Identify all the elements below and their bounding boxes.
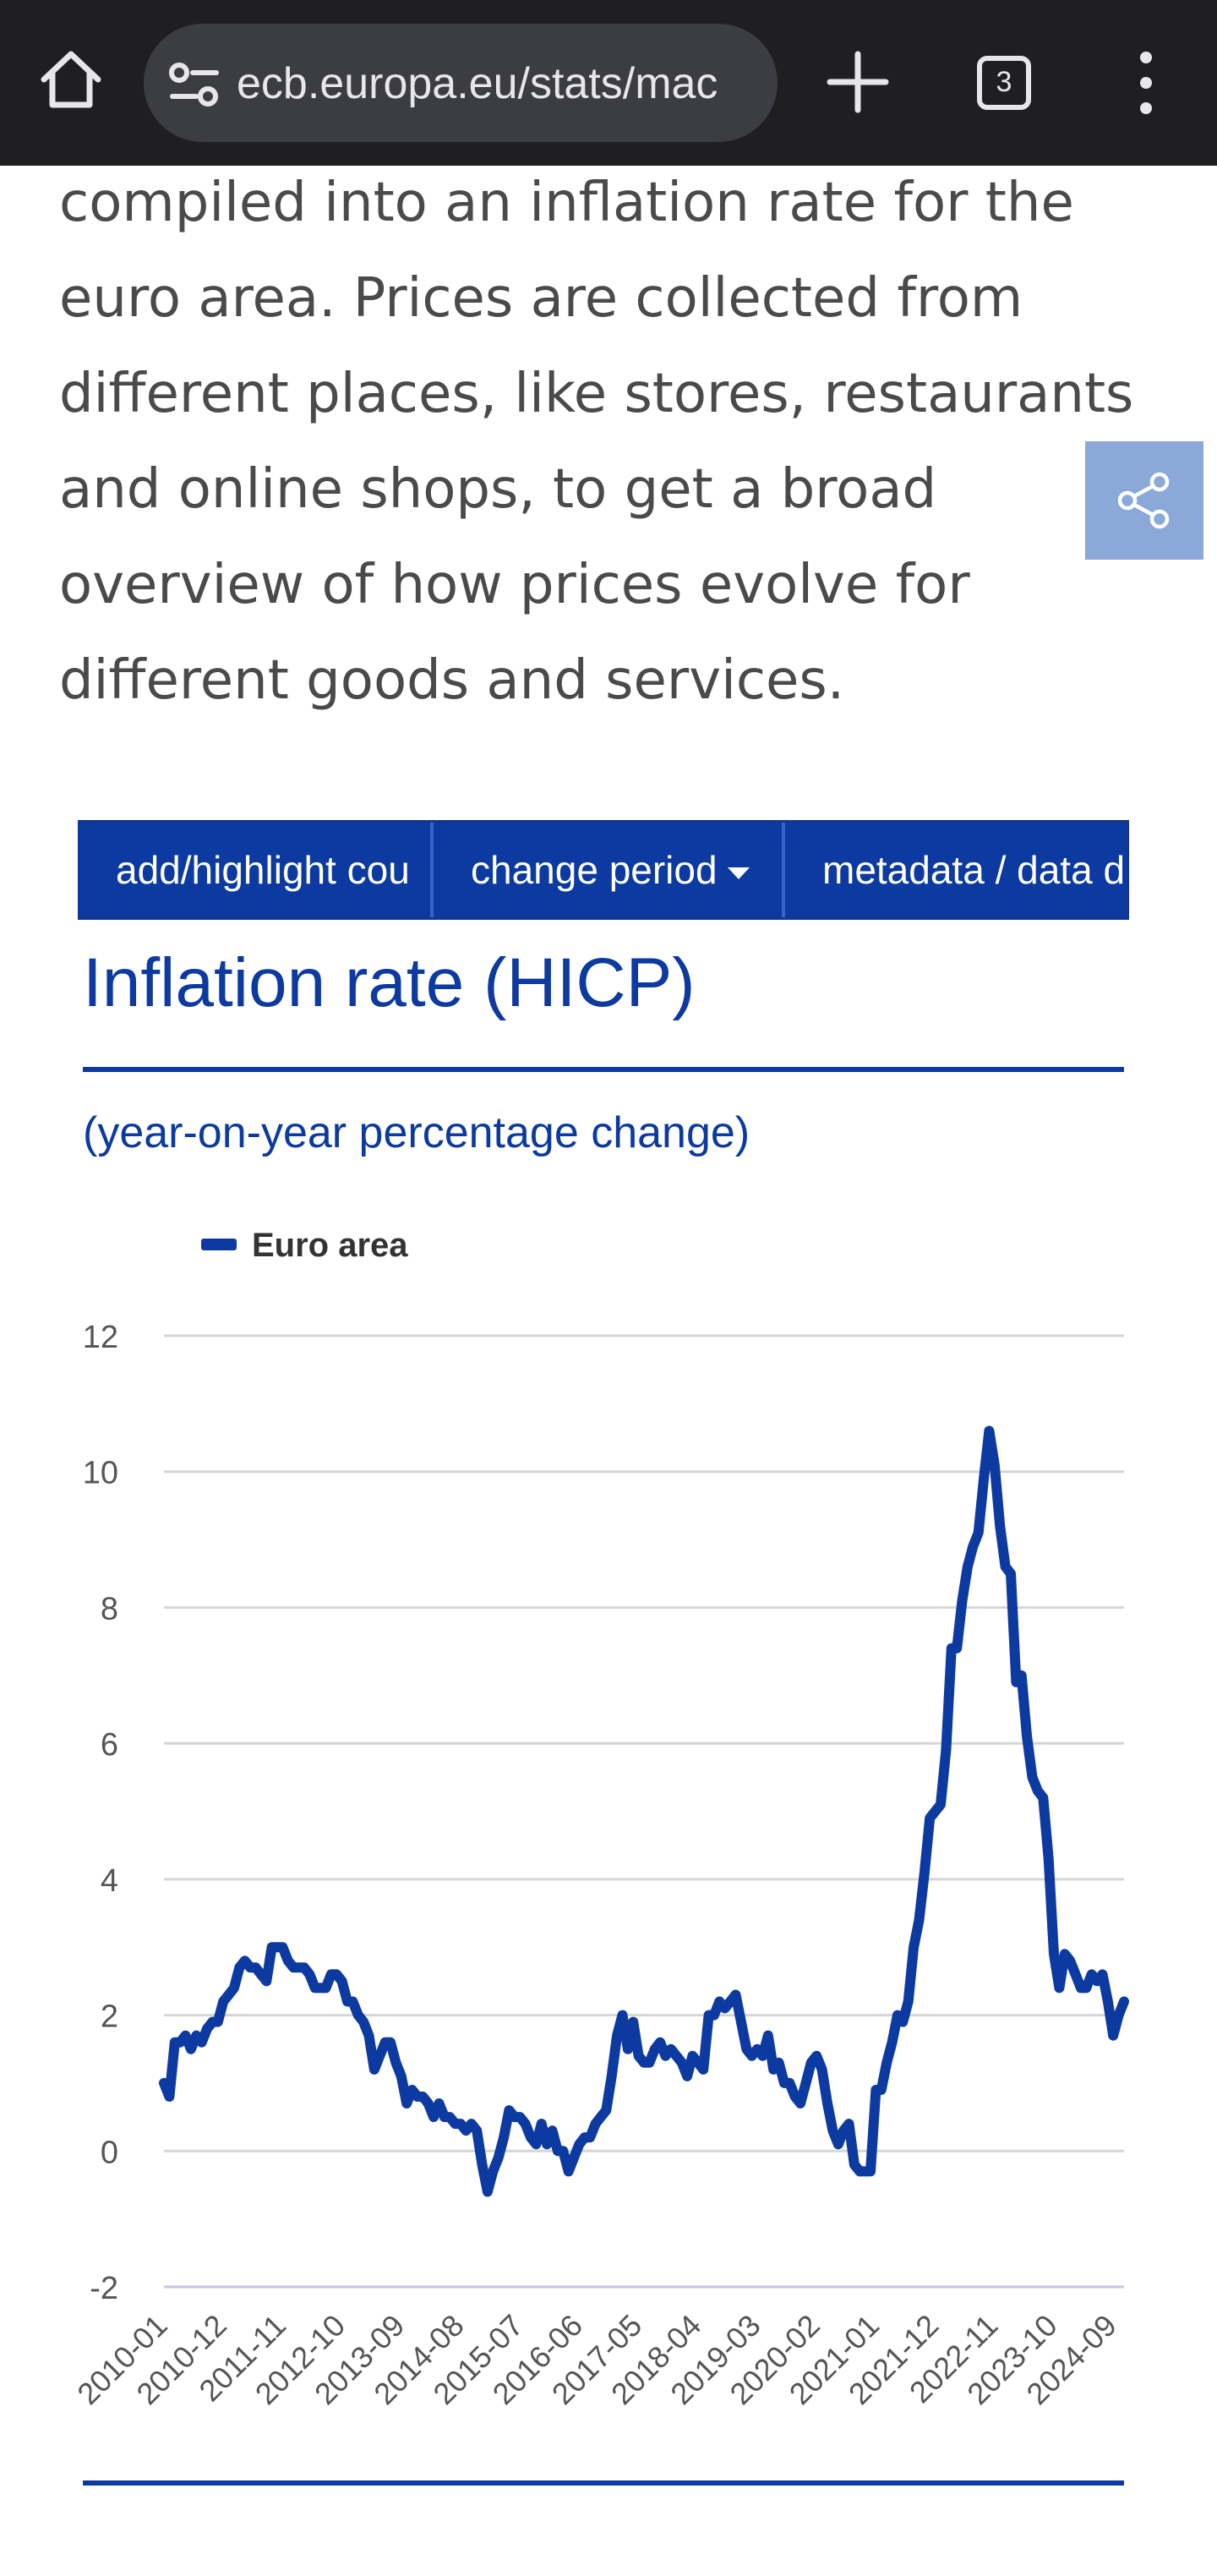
button-label: change period bbox=[471, 848, 718, 892]
chart-toolbar: add/highlight cou change period metadata… bbox=[78, 820, 1129, 920]
legend-label: Euro area bbox=[252, 1227, 408, 1264]
article-line: different goods and services. bbox=[59, 649, 845, 712]
article-line: and online shops, to get a broad bbox=[59, 458, 937, 521]
chevron-down-icon bbox=[727, 867, 750, 879]
more-menu-icon[interactable] bbox=[1129, 49, 1163, 117]
article-line: euro area. Prices are collected from bbox=[59, 267, 1023, 330]
legend-swatch bbox=[201, 1239, 237, 1250]
inflation-line-chart: Euro area 12 10 8 6 4 2 0 -2 2010-012010-122011… bbox=[70, 1227, 1129, 2411]
series-line-euro-area[interactable] bbox=[159, 1425, 1129, 2197]
article-line: different places, like stores, restauran… bbox=[59, 363, 1134, 425]
chart-title: Inflation rate (HICP) bbox=[83, 944, 696, 1021]
y-tick-label: 0 bbox=[101, 2135, 118, 2170]
change-period-button[interactable]: change period bbox=[430, 823, 780, 917]
chart-subtitle: (year-on-year percentage change) bbox=[83, 1108, 750, 1157]
share-button[interactable] bbox=[1085, 441, 1203, 560]
x-axis: 2010-012010-122011-112012-102013-092014-… bbox=[70, 2308, 1123, 2411]
add-highlight-countries-button[interactable]: add/highlight cou bbox=[80, 823, 428, 917]
tab-switcher-icon[interactable]: 3 bbox=[977, 56, 1031, 110]
y-tick-label: 6 bbox=[101, 1727, 118, 1763]
chart-legend[interactable]: Euro area bbox=[201, 1227, 408, 1264]
y-tick-label: 2 bbox=[101, 1999, 118, 2035]
site-settings-icon[interactable] bbox=[169, 61, 220, 108]
metadata-download-button[interactable]: metadata / data d bbox=[782, 823, 1127, 917]
divider bbox=[83, 1067, 1124, 1072]
share-icon bbox=[1117, 472, 1170, 529]
url-text[interactable]: ecb.europa.eu/stats/mac bbox=[237, 59, 718, 108]
y-tick-label: 4 bbox=[101, 1863, 118, 1899]
address-bar[interactable]: ecb.europa.eu/stats/mac bbox=[144, 24, 778, 142]
y-tick-label: 8 bbox=[101, 1591, 118, 1627]
browser-toolbar: ecb.europa.eu/stats/mac 3 bbox=[0, 0, 1217, 166]
divider bbox=[83, 2480, 1124, 2486]
article-paragraph: compiled into an inflation rate for the … bbox=[59, 156, 1158, 729]
new-tab-icon[interactable] bbox=[821, 46, 894, 118]
button-label: metadata / data d bbox=[822, 848, 1126, 892]
y-axis: 12 10 8 6 4 2 0 -2 bbox=[83, 1320, 118, 2306]
y-tick-label: -2 bbox=[90, 2271, 118, 2306]
y-tick-label: 12 bbox=[83, 1320, 118, 1355]
article-line: overview of how prices evolve for bbox=[59, 554, 970, 616]
button-label: add/highlight cou bbox=[116, 848, 410, 892]
home-icon[interactable] bbox=[37, 46, 105, 113]
article-line: compiled into an inflation rate for the bbox=[59, 172, 1074, 234]
y-tick-label: 10 bbox=[83, 1456, 118, 1491]
chart-grid bbox=[164, 1334, 1124, 2289]
